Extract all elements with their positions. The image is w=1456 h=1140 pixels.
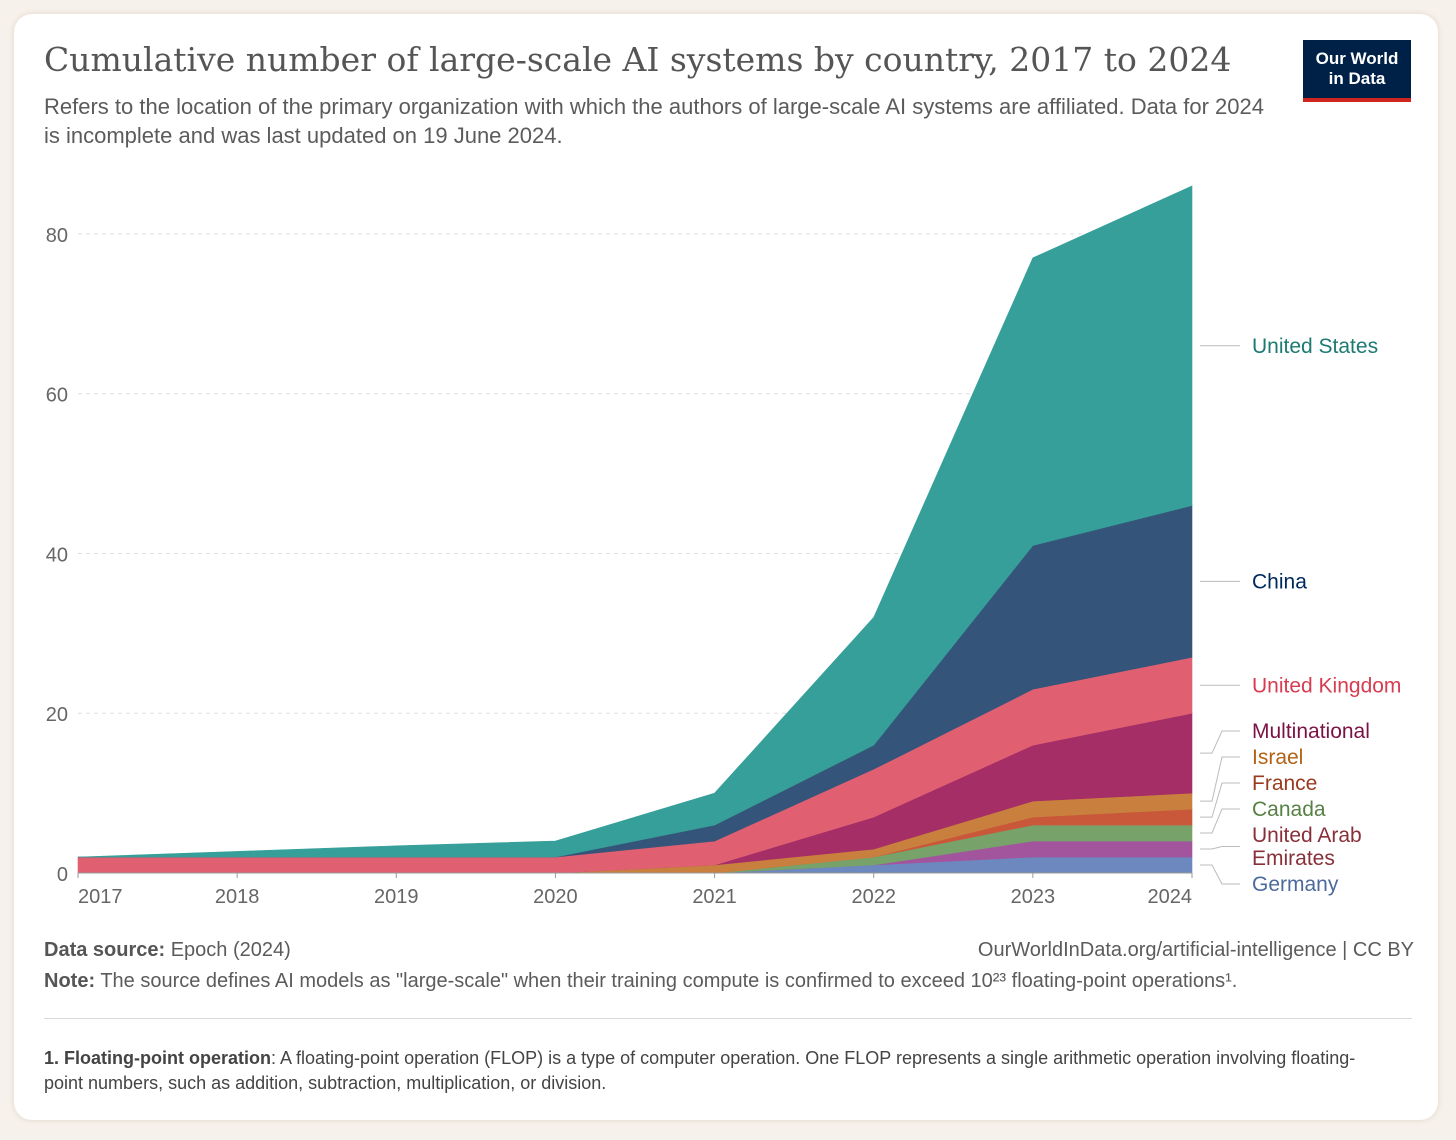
y-tick-label: 0 [57,864,68,886]
footer-divider [44,1018,1412,1019]
axis-layer: 0 20 40 60 80 2017 2018 2019 2020 2021 2022 2023 202… [46,225,1193,908]
leader-line-israel [1200,756,1240,802]
source-value[interactable]: Epoch (2024) [170,939,291,961]
footnote-text: : A floating-point operation (FLOP) is a… [44,1048,1356,1093]
leader-line-canada [1200,808,1240,834]
source-line: Data source: Epoch (2024) OurWorldInData… [44,935,1414,965]
y-tick-label: 40 [46,544,68,566]
x-tick-label: 2017 [78,886,123,908]
footnote: 1. Floating-point operation: A floating-… [44,1046,1384,1096]
x-tick-label: 2023 [1011,886,1056,908]
chart-card [14,14,1438,1120]
leader-line-united-arab-emirates [1200,846,1240,850]
logo-line-2: in Data [1328,69,1386,88]
leader-line-france [1200,782,1240,818]
source-label: Data source: [44,939,166,961]
chart-sources: Data source: Epoch (2024) OurWorldInData… [44,935,1414,996]
y-tick-label: 60 [46,385,68,407]
legend-label-multinational[interactable]: Multinational [1252,720,1370,743]
y-tick-label: 80 [46,225,68,247]
legend-label-united-kingdom[interactable]: United Kingdom [1252,674,1401,697]
footnote-label: 1. Floating-point operation [44,1048,271,1068]
owid-logo[interactable]: Our World in Data [1303,40,1411,102]
chart-title: Cumulative number of large-scale AI syst… [44,40,1232,79]
x-tick-label: 2019 [374,886,419,908]
legend-label-united-states[interactable]: United States [1252,335,1378,358]
leader-line-multinational [1200,730,1240,754]
x-tick-label: 2018 [215,886,260,908]
x-tick-label: 2022 [851,886,896,908]
legend-label-israel[interactable]: Israel [1252,746,1303,769]
note-label: Note: [44,970,96,992]
area-layer [77,185,1193,874]
note-text: The source defines AI models as "large-s… [100,970,1238,992]
leader-line-germany [1200,864,1240,885]
legend-label-canada[interactable]: Canada [1252,798,1326,821]
area-united-states[interactable] [77,185,1193,858]
x-tick-label: 2020 [533,886,578,908]
x-tick-label: 2021 [692,886,737,908]
logo-line-1: Our World [1315,49,1399,68]
chart-subtitle: Refers to the location of the primary or… [44,94,1265,148]
legend-label-layer: United States China United Kingdom Multinat… [1200,335,1401,896]
note-line: Note: The source defines AI models as "l… [44,966,1414,996]
legend-label-united-arab-emirates[interactable]: United Arab Emirates [1252,824,1362,870]
x-tick-label: 2024 [1148,886,1193,908]
source-url[interactable]: OurWorldInData.org/artificial-intelligen… [977,939,1414,961]
legend-label-china[interactable]: China [1252,570,1307,593]
legend-label-france[interactable]: France [1252,772,1317,795]
y-tick-label: 20 [46,704,68,726]
legend-label-germany[interactable]: Germany [1252,873,1339,896]
